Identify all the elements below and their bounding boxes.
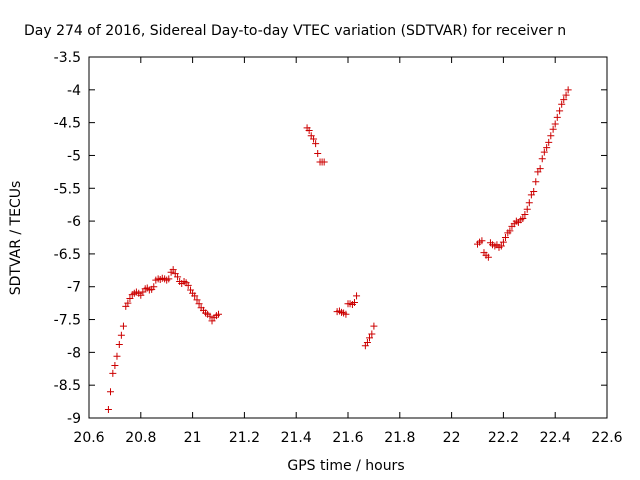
y-axis-ticks: -3.5 -4 -4.5 -5 -5.5 -6 -6.5 -7 -7.5 -8 -8.5 -9 — [54, 50, 607, 427]
data-point-marker — [536, 165, 544, 173]
data-point-marker — [109, 369, 117, 377]
data-point-marker — [551, 120, 559, 128]
data-point-marker — [169, 266, 177, 274]
data-point-marker — [547, 132, 555, 140]
data-point-marker — [519, 214, 527, 222]
data-point-marker — [350, 298, 358, 306]
data-point-marker — [497, 242, 505, 250]
data-point-marker — [530, 188, 538, 196]
plot-frame — [88, 56, 608, 419]
data-point-marker — [370, 322, 378, 330]
data-points — [104, 86, 572, 413]
data-point-marker — [312, 140, 320, 148]
data-point-marker — [165, 275, 173, 283]
data-point-marker — [305, 127, 313, 135]
data-point-marker — [521, 211, 529, 219]
y-axis-label: SDTVAR / TECUs — [8, 181, 24, 296]
data-point-marker — [562, 91, 570, 99]
data-point-marker — [119, 322, 127, 330]
x-tick-label: 22 — [443, 430, 461, 446]
x-tick-label: 21.8 — [384, 430, 415, 446]
y-tick-label: -7 — [67, 280, 81, 296]
data-point-marker — [193, 296, 201, 304]
y-tick-label: -7.5 — [54, 313, 81, 329]
data-point-marker — [150, 283, 158, 291]
y-tick-label: -9 — [67, 411, 81, 427]
data-point-marker — [353, 292, 361, 300]
data-point-marker — [124, 299, 132, 307]
data-point-marker — [363, 339, 371, 347]
y-tick-label: -6.5 — [54, 247, 81, 263]
y-tick-label: -6 — [67, 214, 81, 230]
x-tick-label: 20.6 — [73, 430, 104, 446]
data-point-marker — [195, 300, 203, 308]
x-tick-label: 20.8 — [125, 430, 156, 446]
data-point-marker — [184, 281, 192, 289]
y-tick-label: -4.5 — [54, 116, 81, 132]
data-point-marker — [126, 295, 134, 303]
data-point-marker — [545, 138, 553, 146]
data-point-marker — [558, 100, 566, 108]
data-point-marker — [540, 148, 548, 156]
data-point-marker — [342, 310, 350, 318]
data-point-marker — [320, 158, 328, 166]
data-point-marker — [174, 273, 182, 281]
data-point-marker — [543, 144, 551, 152]
data-point-marker — [506, 227, 514, 235]
x-tick-label: 22.6 — [591, 430, 622, 446]
data-point-marker — [499, 238, 507, 246]
y-tick-label: -8 — [67, 345, 81, 361]
data-point-marker — [310, 135, 318, 143]
data-point-marker — [314, 149, 322, 157]
data-point-marker — [553, 113, 561, 121]
x-tick-label: 22.2 — [488, 430, 519, 446]
data-point-marker — [556, 107, 564, 115]
x-axis-label: GPS time / hours — [287, 458, 404, 474]
data-point-marker — [532, 178, 540, 186]
data-point-marker — [115, 340, 123, 348]
x-tick-label: 22.4 — [540, 430, 571, 446]
chart-title: Day 274 of 2016, Sidereal Day-to-day VTE… — [24, 23, 566, 39]
data-point-marker — [104, 405, 112, 413]
data-point-marker — [523, 205, 531, 213]
y-tick-label: -3.5 — [54, 50, 81, 66]
data-point-marker — [106, 388, 114, 396]
plot-border — [88, 56, 608, 419]
data-point-marker — [206, 312, 214, 320]
data-point-marker — [215, 310, 222, 318]
y-tick-label: -8.5 — [54, 378, 81, 394]
x-tick-label: 21 — [184, 430, 202, 446]
data-point-marker — [525, 199, 533, 207]
x-axis-ticks: 20.6 20.8 21 21.2 21.4 21.6 21.8 22 22.2 22.4 22.6 — [73, 57, 623, 446]
data-point-marker — [549, 125, 557, 133]
data-point-marker — [113, 352, 121, 360]
y-tick-label: -5 — [67, 148, 81, 164]
data-point-marker — [501, 234, 509, 241]
y-tick-label: -4 — [67, 83, 81, 99]
data-point-marker — [564, 86, 572, 94]
x-tick-label: 21.4 — [281, 430, 312, 446]
y-tick-label: -5.5 — [54, 181, 81, 197]
data-point-marker — [484, 253, 492, 261]
data-point-marker — [365, 334, 373, 342]
x-tick-label: 21.2 — [229, 430, 260, 446]
data-point-marker — [191, 292, 199, 300]
data-point-marker — [538, 155, 546, 163]
data-point-marker — [111, 361, 119, 369]
x-tick-label: 21.6 — [332, 430, 363, 446]
data-point-marker — [478, 237, 486, 245]
data-point-marker — [368, 330, 376, 338]
data-point-marker — [117, 331, 125, 339]
data-point-marker — [560, 96, 568, 104]
